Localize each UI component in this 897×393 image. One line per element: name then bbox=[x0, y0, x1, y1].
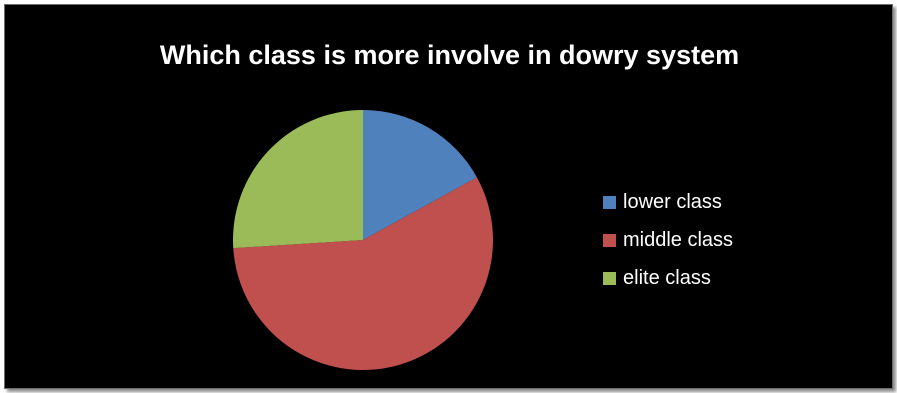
pie-slice-lower-class bbox=[363, 110, 477, 240]
pie-slices bbox=[233, 110, 493, 371]
chart-title: Which class is more involve in dowry sys… bbox=[159, 40, 740, 70]
pie-chart bbox=[233, 110, 493, 371]
legend-swatch-elite-class bbox=[603, 271, 616, 285]
chart-frame: Which class is more involve in dowry sys… bbox=[4, 4, 893, 389]
pie-slice-middle-class bbox=[233, 177, 493, 371]
legend: lower class middle class elite class bbox=[603, 183, 733, 297]
legend-label-middle-class: middle class bbox=[623, 229, 734, 251]
legend-item-elite-class: elite class bbox=[603, 259, 733, 297]
pie-slice-elite-class bbox=[233, 110, 363, 249]
legend-swatch-lower-class bbox=[603, 195, 616, 209]
legend-label-elite-class: elite class bbox=[623, 267, 711, 289]
legend-label-lower-class: lower class bbox=[623, 191, 722, 213]
legend-item-middle-class: middle class bbox=[603, 221, 733, 259]
legend-swatch-middle-class bbox=[603, 233, 616, 247]
legend-item-lower-class: lower class bbox=[603, 183, 733, 221]
